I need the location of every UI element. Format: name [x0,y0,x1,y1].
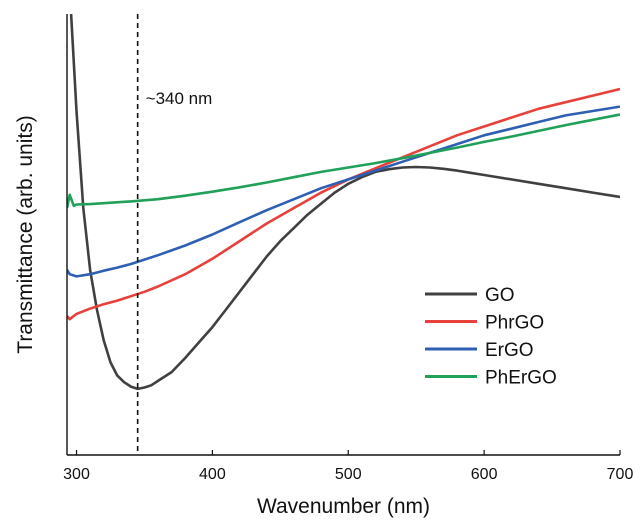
series-lines [67,13,620,391]
y-axis-title: Transmittance (arb. units) [14,115,37,353]
x-tick-label: 700 [607,466,634,483]
x-tick-label: 600 [471,466,498,483]
legend-label: ErGO [485,340,534,361]
axes [66,14,620,456]
series-line-go [69,13,620,391]
legend-label: PhrGO [485,313,544,334]
legend-label: PhErGO [485,368,557,389]
x-tick-label: 500 [335,466,362,483]
series-line-ergo [67,105,620,278]
x-tick-label: 300 [63,466,90,483]
x-axis-title: Wavenumber (nm) [257,495,430,518]
legend: GO PhrGO ErGO PhErGO [425,285,557,389]
legend-label: GO [485,285,515,306]
annotation-label: ~340 nm [146,89,213,108]
x-tick-label: 400 [199,466,226,483]
annotation-group: ~340 nm [136,14,213,455]
x-ticks: 300 400 500 600 700 [63,450,633,483]
series-line-phergo [67,113,620,209]
series-line-phrgo [67,87,620,321]
